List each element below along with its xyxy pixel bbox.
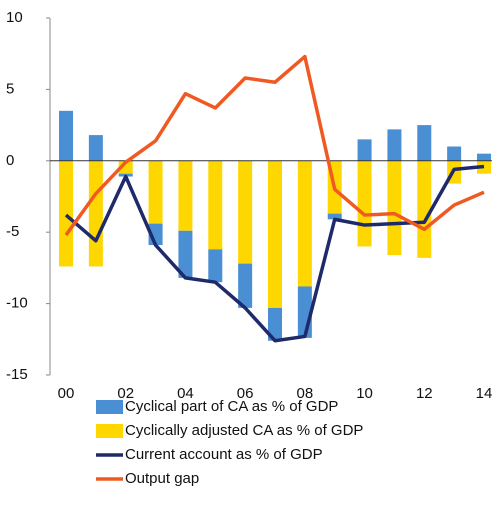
bar xyxy=(238,160,253,264)
bar xyxy=(268,307,282,341)
bar xyxy=(357,139,372,161)
bar xyxy=(238,263,253,308)
y-tick-label: 5 xyxy=(6,80,14,97)
legend-swatch xyxy=(96,400,123,414)
legend-label: Cyclical part of CA as % of GDP xyxy=(125,398,338,415)
y-tick-label: -15 xyxy=(6,366,28,383)
bar xyxy=(387,160,402,256)
x-tick-label: 00 xyxy=(58,385,75,402)
bar xyxy=(59,110,73,161)
bar xyxy=(268,160,282,308)
x-tick-label: 04 xyxy=(177,385,194,402)
bar xyxy=(88,135,103,161)
bar xyxy=(417,160,432,258)
y-tick-label: 0 xyxy=(6,152,14,169)
bar xyxy=(477,153,491,161)
bar xyxy=(447,146,462,161)
x-tick-label: 06 xyxy=(237,385,254,402)
bar xyxy=(387,129,402,161)
bar xyxy=(178,230,193,278)
y-tick-label: -10 xyxy=(6,295,28,312)
legend-label: Cyclically adjusted CA as % of GDP xyxy=(125,422,363,439)
x-tick-label: 10 xyxy=(356,385,373,402)
legend-label: Output gap xyxy=(125,470,199,487)
y-tick-label: 10 xyxy=(6,9,23,26)
bar xyxy=(208,249,223,283)
bar xyxy=(297,160,312,287)
x-tick-label: 08 xyxy=(297,385,314,402)
x-tick-label: 12 xyxy=(416,385,433,402)
bar xyxy=(417,125,432,161)
x-tick-label: 14 xyxy=(476,385,493,402)
bar xyxy=(178,160,193,231)
legend-label: Current account as % of GDP xyxy=(125,446,323,463)
bar xyxy=(59,160,73,267)
legend-swatch xyxy=(96,424,123,438)
bar xyxy=(327,213,342,220)
bar xyxy=(148,160,163,224)
y-tick-label: -5 xyxy=(6,223,19,240)
bar xyxy=(357,160,372,247)
bar xyxy=(88,160,103,267)
x-tick-label: 02 xyxy=(117,385,134,402)
line xyxy=(64,54,485,237)
bar xyxy=(208,160,223,250)
